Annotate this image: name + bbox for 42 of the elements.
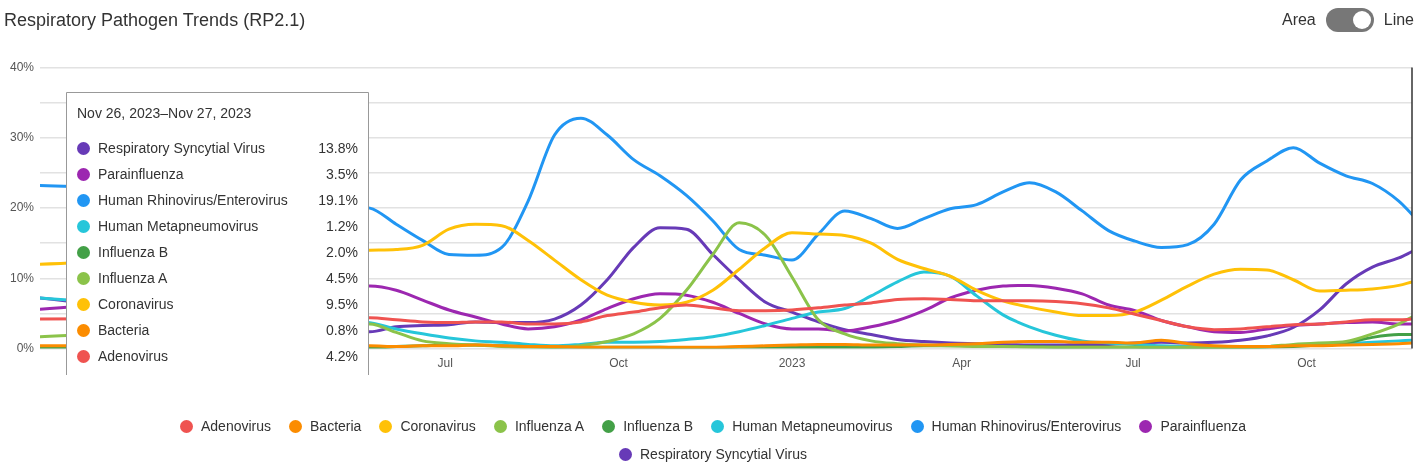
legend-label: Coronavirus [98, 296, 175, 312]
annotation: 13.8% [318, 140, 358, 156]
text: Human Rhinovirus/Enterovirus [931, 418, 1122, 434]
annotation: Nov 26, 2023–Nov 27, 2023 [77, 105, 253, 123]
text: Parainfluenza [98, 166, 184, 182]
text: Bacteria [310, 418, 362, 434]
x-tick-label: Jul [1125, 356, 1141, 371]
legend-label: Bacteria [98, 322, 151, 338]
x-tick-label: 2023 [778, 356, 806, 371]
y-tick-label: 20% [9, 200, 35, 215]
y-tick-label: 0% [16, 340, 35, 355]
chart-title: Respiratory Pathogen Trends (RP2.1) [4, 9, 306, 30]
annotation: 0.8% [326, 322, 358, 338]
y-tick-label: 10% [9, 270, 35, 285]
legend-label: Parainfluenza [1160, 418, 1246, 434]
y-tick-label: 30% [9, 130, 35, 145]
annotation: 9.5% [326, 296, 358, 312]
annotation: 4.5% [326, 270, 358, 286]
text: Human Metapneumovirus [732, 418, 893, 434]
x-tick-label: Jul [437, 356, 453, 371]
legend-label: Adenovirus [98, 348, 170, 364]
text: Line [1383, 11, 1414, 29]
legend-label: Human Rhinovirus/Enterovirus [98, 192, 289, 208]
text: Area [1281, 11, 1316, 29]
text: Influenza B [98, 244, 169, 260]
annotation: 19.1% [318, 192, 358, 208]
x-tick-label: Oct [609, 356, 629, 371]
x-tick-label: Apr [952, 356, 971, 371]
annotation: 1.2% [326, 218, 358, 234]
legend-label: Respiratory Syncytial Virus [98, 140, 267, 156]
x-tick-label: Oct [1297, 356, 1317, 371]
text: Influenza A [514, 418, 585, 434]
annotation: 4.2% [326, 348, 358, 364]
legend-label: Influenza A [98, 270, 169, 286]
legend-label: Human Metapneumovirus [98, 218, 260, 234]
text: Respiratory Syncytial Virus [639, 446, 808, 462]
y-tick-label: 40% [9, 59, 35, 74]
text: Coronavirus [400, 418, 476, 434]
legend-label: Influenza B [623, 418, 694, 434]
text: Adenovirus [200, 418, 272, 434]
annotation: 2.0% [326, 244, 358, 260]
annotation: 3.5% [326, 166, 358, 182]
